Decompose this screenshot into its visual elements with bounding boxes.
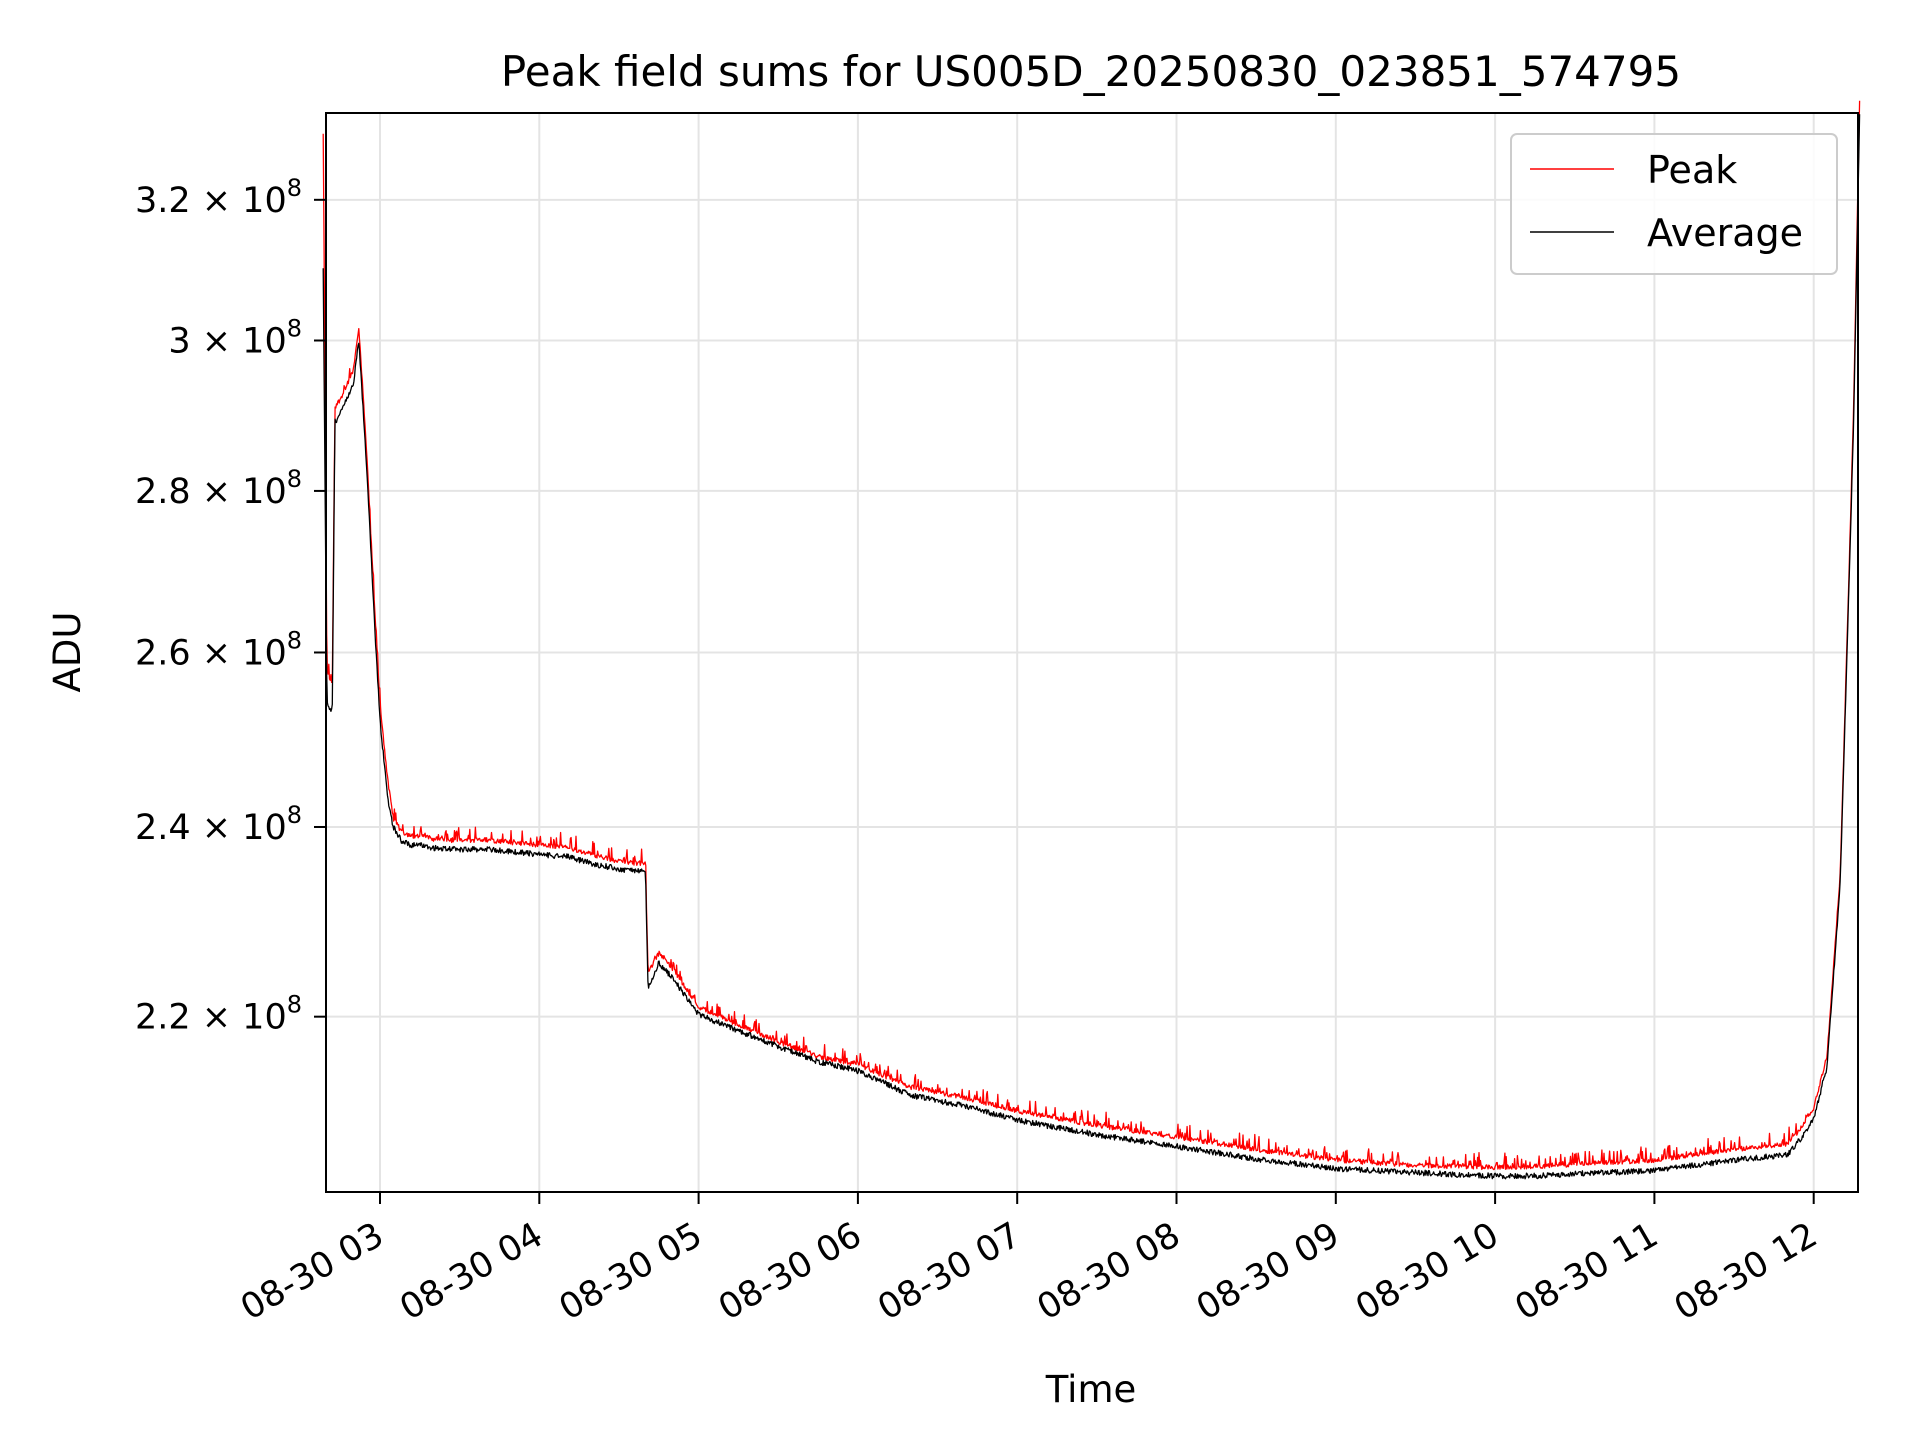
- legend: Peak Average: [1510, 133, 1838, 275]
- y-tick-label: 2.8 × 108: [135, 465, 302, 512]
- series-line-peak: [322, 100, 1861, 1171]
- legend-label-average: Average: [1647, 211, 1803, 255]
- y-tick-label: 2.2 × 108: [135, 991, 302, 1038]
- y-axis-label: ADU: [46, 612, 89, 693]
- x-tick-label: 08-30 03: [234, 1215, 390, 1328]
- y-tick-label: 2.6 × 108: [135, 626, 302, 673]
- y-tick-label: 3 × 108: [168, 315, 302, 362]
- y-tick-label: 2.4 × 108: [135, 801, 302, 848]
- x-tick-label: 08-30 06: [712, 1215, 868, 1328]
- x-tick-label: 08-30 09: [1190, 1215, 1346, 1328]
- x-tick-label: 08-30 12: [1668, 1215, 1824, 1328]
- grid: [326, 113, 1858, 1192]
- x-tick-label: 08-30 05: [553, 1215, 709, 1328]
- x-axis-label: Time: [1045, 1368, 1137, 1411]
- x-tick-label: 08-30 08: [1031, 1215, 1187, 1328]
- y-tick-label: 3.2 × 108: [135, 174, 302, 221]
- x-axis-ticks: 08-30 03 08-30 04 08-30 05 08-30 06 08-30 07…: [234, 1192, 1824, 1328]
- chart-title: Peak field sums for US005D_20250830_0238…: [501, 47, 1681, 96]
- x-tick-label: 08-30 10: [1349, 1215, 1505, 1328]
- x-tick-label: 08-30 11: [1509, 1215, 1665, 1328]
- series-layer: [322, 100, 1861, 1180]
- x-tick-label: 08-30 04: [394, 1215, 550, 1328]
- series-line-average: [322, 114, 1861, 1180]
- x-tick-label: 08-30 07: [871, 1215, 1027, 1328]
- legend-label-peak: Peak: [1647, 148, 1737, 192]
- y-axis-ticks: 2.2 × 108 2.4 × 108 2.6 × 108 2.8 × 108 3 × …: [135, 174, 326, 1038]
